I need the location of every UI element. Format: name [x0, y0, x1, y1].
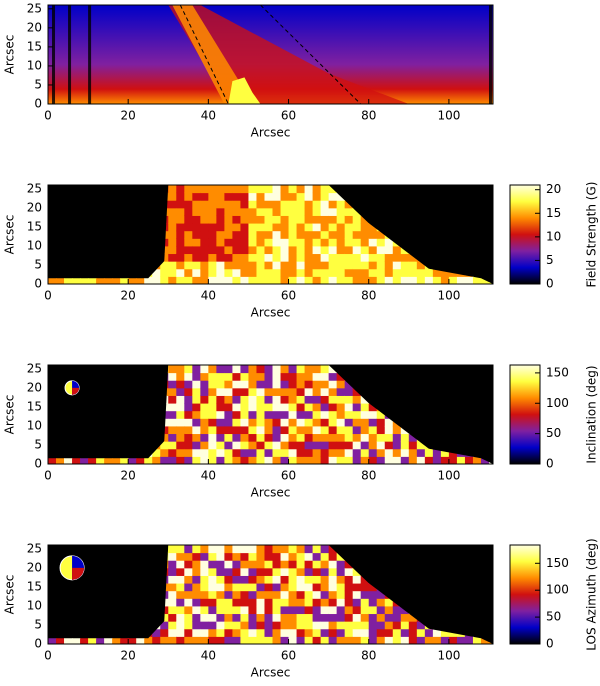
image — [48, 185, 493, 284]
y-axis-title: Arcsec — [3, 575, 17, 615]
colorbar-tick-label: 15 — [546, 206, 561, 220]
y-tick-label: 25 — [27, 1, 42, 15]
x-axis-title: Arcsec — [251, 126, 291, 140]
plot-frame — [47, 364, 494, 465]
x-tick-label: 40 — [201, 649, 216, 663]
x-tick-label: 100 — [437, 469, 460, 483]
x-tick-label: 60 — [281, 289, 296, 303]
y-tick-label: 25 — [27, 541, 42, 555]
y-tick-label: 5 — [34, 437, 42, 451]
y-tick-label: 25 — [27, 361, 42, 375]
colorbar-tick-label: 50 — [546, 610, 561, 624]
dark-stripe — [88, 5, 92, 104]
y-tick-label: 0 — [34, 97, 42, 111]
plot-frame — [47, 544, 494, 645]
x-tick-label: 20 — [121, 649, 136, 663]
x-tick-label: 80 — [361, 289, 376, 303]
y-tick-label: 10 — [27, 58, 42, 72]
x-tick-label: 80 — [361, 649, 376, 663]
image — [48, 5, 493, 104]
y-tick-label: 15 — [27, 579, 42, 593]
y-tick-label: 0 — [34, 277, 42, 291]
x-tick-label: 40 — [201, 109, 216, 123]
plot-frame — [47, 184, 494, 285]
colorbar-tick-label: 150 — [546, 556, 569, 570]
x-tick-label: 0 — [44, 109, 52, 123]
y-axis-title: Arcsec — [3, 215, 17, 255]
y-axis-title: Arcsec — [3, 35, 17, 75]
dark-stripe — [52, 5, 56, 104]
dark-stripe — [488, 5, 492, 104]
y-tick-label: 15 — [27, 39, 42, 53]
x-tick-label: 0 — [44, 289, 52, 303]
y-axis-title: Arcsec — [3, 395, 17, 435]
y-tick-label: 10 — [27, 598, 42, 612]
dashed-line — [260, 5, 362, 104]
x-tick-label: 40 — [201, 289, 216, 303]
x-axis-title: Arcsec — [251, 486, 291, 500]
y-tick-label: 20 — [27, 560, 42, 574]
x-axis-title: Arcsec — [251, 306, 291, 320]
colorbar — [509, 364, 541, 465]
x-tick-label: 80 — [361, 469, 376, 483]
x-tick-label: 20 — [121, 289, 136, 303]
image — [48, 365, 493, 464]
y-tick-label: 20 — [27, 200, 42, 214]
x-tick-label: 80 — [361, 109, 376, 123]
y-tick-label: 15 — [27, 399, 42, 413]
x-axis-title: Arcsec — [251, 666, 291, 680]
colorbar-tick-label: 100 — [546, 396, 569, 410]
y-tick-label: 15 — [27, 219, 42, 233]
x-tick-label: 60 — [281, 469, 296, 483]
y-tick-label: 5 — [34, 617, 42, 631]
dashed-line — [179, 5, 229, 104]
bright — [228, 77, 261, 104]
x-tick-label: 20 — [121, 109, 136, 123]
plot-frame — [47, 4, 494, 105]
dark-stripe — [68, 5, 72, 104]
y-tick-label: 20 — [27, 380, 42, 394]
y-tick-label: 5 — [34, 257, 42, 271]
x-tick-label: 60 — [281, 109, 296, 123]
colorbar-tick-label: 150 — [546, 365, 569, 379]
colorbar-tick-label: 0 — [546, 277, 554, 291]
x-tick-label: 0 — [44, 649, 52, 663]
x-tick-label: 40 — [201, 469, 216, 483]
y-tick-label: 20 — [27, 20, 42, 34]
x-tick-label: 100 — [437, 649, 460, 663]
x-tick-label: 100 — [437, 289, 460, 303]
y-tick-label: 0 — [34, 637, 42, 651]
colorbar-label: LOS Azimuth (deg) — [585, 538, 599, 650]
y-tick-label: 25 — [27, 181, 42, 195]
colorbar-tick-label: 0 — [546, 637, 554, 651]
colorbar-label: Field Strength (G) — [585, 182, 599, 288]
x-tick-label: 100 — [437, 109, 460, 123]
y-tick-label: 10 — [27, 418, 42, 432]
colorbar — [509, 184, 541, 285]
streak — [172, 5, 249, 104]
inset-wheel — [72, 567, 85, 580]
colorbar-tick-label: 0 — [546, 457, 554, 471]
colorbar-tick-label: 5 — [546, 253, 554, 267]
colorbar-label: Inclination (deg) — [585, 365, 599, 463]
y-tick-label: 10 — [27, 238, 42, 252]
y-tick-label: 5 — [34, 77, 42, 91]
colorbar-tick-label: 50 — [546, 426, 561, 440]
x-tick-label: 20 — [121, 469, 136, 483]
colorbar-tick-label: 10 — [546, 229, 561, 243]
y-tick-label: 0 — [34, 457, 42, 471]
colorbar-tick-label: 100 — [546, 583, 569, 597]
x-tick-label: 60 — [281, 649, 296, 663]
inset-wheel — [72, 387, 80, 395]
colorbar-tick-label: 20 — [546, 182, 561, 196]
image — [48, 545, 493, 644]
x-tick-label: 0 — [44, 469, 52, 483]
colorbar — [509, 544, 541, 645]
